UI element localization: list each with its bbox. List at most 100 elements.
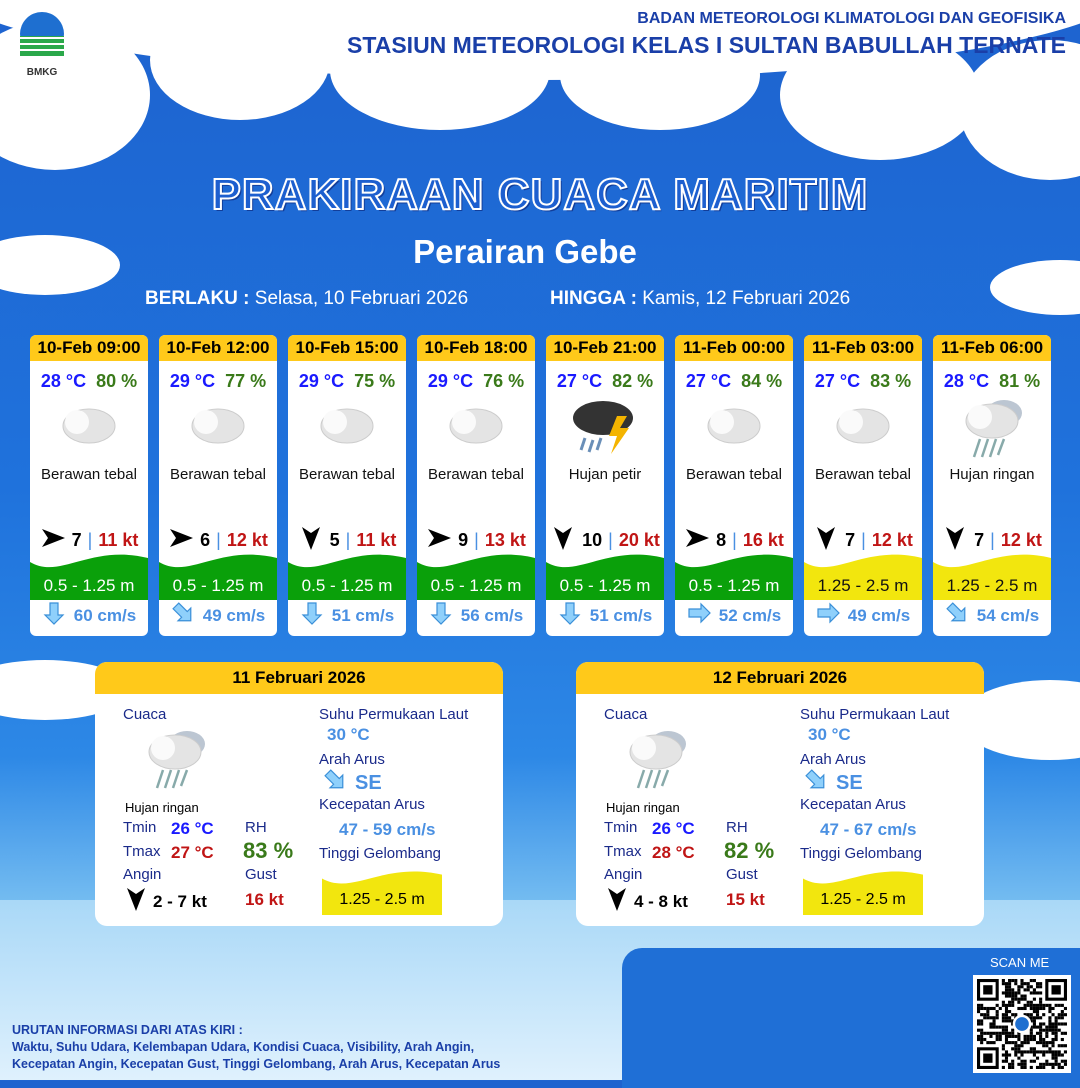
- wind-speed: 5: [329, 530, 340, 550]
- footer-title: URUTAN INFORMASI DARI ATAS KIRI :: [12, 1023, 243, 1037]
- weather-condition: Hujan ringan: [125, 800, 199, 815]
- gust-value: 15 kt: [726, 890, 765, 909]
- humidity: 76 %: [483, 371, 525, 391]
- wind-direction-icon: [298, 525, 324, 556]
- station-name: STASIUN METEOROLOGI KELAS I SULTAN BABUL…: [347, 32, 1066, 58]
- tmin-value: 26 °C: [171, 819, 214, 838]
- forecast-time: 10-Feb 12:00: [159, 335, 277, 361]
- forecast-card: 10-Feb 09:00 28 °C 80 % Berawan tebal 7 | 1…: [30, 335, 148, 636]
- wind-direction-icon: [40, 525, 66, 556]
- current-direction-value: SE: [836, 771, 863, 794]
- forecast-time: 10-Feb 15:00: [288, 335, 406, 361]
- weather-condition: Hujan ringan: [606, 800, 680, 815]
- footer-legend: URUTAN INFORMASI DARI ATAS KIRI : Waktu,…: [12, 1022, 500, 1073]
- valid-from-label: BERLAKU :: [145, 288, 250, 309]
- current-direction-label: Arah Arus: [800, 751, 866, 768]
- wave-height-area: 0.5 - 1.25 m: [417, 550, 535, 600]
- wave-height: 0.5 - 1.25 m: [301, 576, 393, 595]
- wind-label: Angin: [604, 866, 643, 883]
- forecast-time: 10-Feb 09:00: [30, 335, 148, 361]
- tmax-label: Tmax: [123, 843, 161, 860]
- current-speed-label: Kecepatan Arus: [319, 796, 425, 813]
- qr-code[interactable]: [973, 975, 1071, 1073]
- wave-height-area: 0.5 - 1.25 m: [159, 550, 277, 600]
- current-speed-value: 47 - 59 cm/s: [339, 820, 436, 839]
- daily-summary-panel: 12 Februari 2026 Cuaca Hujan ringan Tmin…: [576, 662, 984, 926]
- rh-value: 82 %: [724, 838, 775, 863]
- wave-height-area: 0.5 - 1.25 m: [30, 550, 148, 600]
- forecast-time: 11-Feb 00:00: [675, 335, 793, 361]
- wind-direction-icon: [604, 886, 630, 917]
- valid-to-date: Kamis, 12 Februari 2026: [642, 288, 851, 309]
- tmax-label: Tmax: [604, 843, 642, 860]
- sst-label: Suhu Permukaan Laut: [319, 706, 469, 723]
- logo-text: BMKG: [26, 67, 58, 78]
- daily-summary-panel: 11 Februari 2026 Cuaca Hujan ringan Tmin…: [95, 662, 503, 926]
- cloudy-icon: [675, 396, 793, 460]
- weather-label: Cuaca: [123, 706, 167, 723]
- wind-speed: 6: [200, 530, 211, 550]
- wave-height-area: 0.5 - 1.25 m: [675, 550, 793, 600]
- wave-label: Tinggi Gelombang: [800, 845, 923, 862]
- weather-condition: Berawan tebal: [299, 466, 395, 483]
- current-direction-icon: [429, 601, 453, 630]
- wind-direction-icon: [550, 525, 576, 556]
- valid-to: HINGGA : Kamis, 12 Februari 2026: [550, 288, 850, 310]
- valid-from: BERLAKU : Selasa, 10 Februari 2026: [145, 288, 468, 310]
- forecast-card: 11-Feb 00:00 27 °C 84 % Berawan tebal 8 | 1…: [675, 335, 793, 636]
- current-direction-icon: [816, 601, 840, 630]
- sst-value: 30 °C: [808, 725, 851, 744]
- daily-date: 11 Februari 2026: [95, 662, 503, 694]
- current-direction-icon: [804, 768, 828, 798]
- tmin-value: 26 °C: [652, 819, 695, 838]
- current-direction-icon: [687, 601, 711, 630]
- wind-range: 4 - 8 kt: [634, 891, 688, 911]
- cloudy-icon: [30, 396, 148, 460]
- humidity: 77 %: [225, 371, 267, 391]
- wave-height: 0.5 - 1.25 m: [430, 576, 522, 595]
- current-speed: 49 cm/s: [202, 605, 266, 625]
- current-direction-icon: [323, 768, 347, 798]
- wind-direction-icon: [942, 525, 968, 556]
- wind-speed: 7: [974, 530, 985, 550]
- tmin-label: Tmin: [123, 819, 157, 836]
- humidity: 75 %: [354, 371, 396, 391]
- current-speed: 56 cm/s: [460, 605, 524, 625]
- temperature: 29 °C: [169, 371, 216, 391]
- humidity: 83 %: [870, 371, 912, 391]
- gust-label: Gust: [726, 866, 758, 883]
- temperature: 27 °C: [556, 371, 603, 391]
- wind-speed: 8: [716, 530, 727, 550]
- gust-speed: 12 kt: [1000, 530, 1042, 550]
- scan-me-label: SCAN ME: [990, 955, 1050, 970]
- temperature: 28 °C: [943, 371, 990, 391]
- temperature: 27 °C: [685, 371, 732, 391]
- light-rain-icon: [616, 724, 696, 799]
- daily-date: 12 Februari 2026: [576, 662, 984, 694]
- forecast-card: 11-Feb 03:00 27 °C 83 % Berawan tebal 7 | 1…: [804, 335, 922, 636]
- wind-speed: 9: [458, 530, 469, 550]
- forecast-card: 10-Feb 15:00 29 °C 75 % Berawan tebal 5 | 1…: [288, 335, 406, 636]
- current-speed-value: 47 - 67 cm/s: [820, 820, 917, 839]
- humidity: 81 %: [999, 371, 1041, 391]
- temperature: 27 °C: [814, 371, 861, 391]
- cloudy-icon: [159, 396, 277, 460]
- temperature: 28 °C: [40, 371, 87, 391]
- wave-height: 0.5 - 1.25 m: [43, 576, 135, 595]
- current-speed: 54 cm/s: [976, 605, 1040, 625]
- valid-from-date: Selasa, 10 Februari 2026: [254, 288, 469, 309]
- weather-condition: Hujan petir: [568, 466, 642, 483]
- wind-direction-icon: [813, 525, 839, 556]
- weather-condition: Berawan tebal: [41, 466, 137, 483]
- current-direction-label: Arah Arus: [319, 751, 385, 768]
- wave-height-area: 1.25 - 2.5 m: [804, 550, 922, 600]
- wave-height: 0.5 - 1.25 m: [172, 576, 264, 595]
- cloudy-icon: [288, 396, 406, 460]
- sst-value: 30 °C: [327, 725, 370, 744]
- gust-speed: 11 kt: [98, 530, 139, 550]
- wind-direction-icon: [684, 525, 710, 556]
- rh-label: RH: [245, 819, 267, 836]
- gust-speed: 13 kt: [484, 530, 526, 550]
- current-speed: 52 cm/s: [718, 605, 782, 625]
- temperature: 29 °C: [427, 371, 474, 391]
